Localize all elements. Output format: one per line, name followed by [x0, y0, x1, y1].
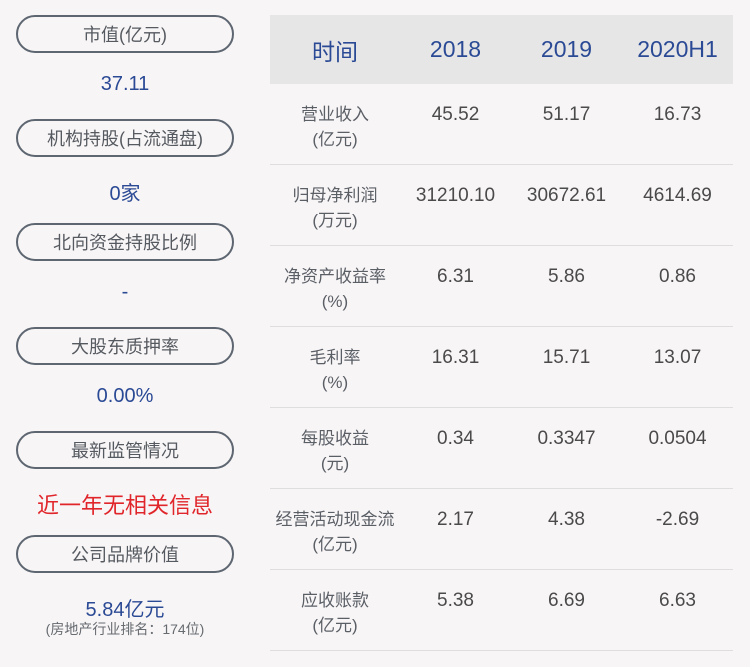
market-cap-label: 市值(亿元) — [16, 15, 234, 53]
institutional-holding-value: 0家 — [109, 183, 141, 205]
institutional-holding-label: 机构持股(占流通盘) — [16, 119, 234, 157]
row-unit: (亿元) — [312, 535, 358, 554]
table-row-eps: 每股收益 (元) 0.34 0.3347 0.0504 — [270, 408, 733, 489]
row-unit: (亿元) — [312, 130, 358, 149]
cell: 13.07 — [653, 347, 702, 368]
cell: 0.86 — [659, 266, 696, 287]
pledge-ratio-value: 0.00% — [96, 385, 154, 407]
cell: 5.38 — [437, 590, 474, 611]
pledge-ratio-label: 大股东质押率 — [16, 327, 234, 365]
row-label: 营业收入 — [301, 105, 369, 124]
regulatory-status-value: 近一年无相关信息 — [36, 493, 213, 518]
row-unit: (%) — [321, 373, 349, 392]
header-period: 时间 — [312, 38, 358, 65]
table-row-gross-margin: 毛利率 (%) 16.31 15.71 13.07 — [270, 327, 733, 408]
row-label: 净资产收益率 — [284, 267, 386, 286]
cell: 5.86 — [548, 266, 585, 287]
regulatory-status-label: 最新监管情况 — [16, 431, 234, 469]
northbound-ratio-value: - — [121, 281, 129, 303]
table-header: 时间 2018 2019 2020H1 — [270, 15, 733, 84]
table-row-receivables: 应收账款 (亿元) 5.38 6.69 6.63 — [270, 570, 733, 651]
cell: 6.63 — [659, 590, 696, 611]
table-row-roe: 净资产收益率 (%) 6.31 5.86 0.86 — [270, 246, 733, 327]
row-unit: (%) — [321, 292, 349, 311]
row-label: 毛利率 — [309, 348, 361, 367]
cell: 2.17 — [437, 509, 474, 530]
header-2018: 2018 — [429, 36, 482, 62]
row-unit: (元) — [320, 454, 350, 473]
northbound-ratio-label: 北向资金持股比例 — [16, 223, 234, 261]
cell: 4.38 — [548, 509, 585, 530]
brand-value-value: 5.84亿元 — [85, 599, 165, 621]
cell: 6.31 — [437, 266, 474, 287]
table-row-revenue: 营业收入 (亿元) 45.52 51.17 16.73 — [270, 84, 733, 165]
cell: -2.69 — [655, 509, 700, 530]
brand-rank-note: (房地产行业排名：174位) — [45, 621, 205, 637]
cell: 6.69 — [548, 590, 585, 611]
row-label: 经营活动现金流 — [275, 510, 395, 529]
cell: 4614.69 — [643, 185, 712, 206]
cell: 16.73 — [653, 104, 702, 125]
cell: 0.0504 — [648, 428, 707, 449]
table-row-operating-cash-flow: 经营活动现金流 (亿元) 2.17 4.38 -2.69 — [270, 489, 733, 570]
cell: 15.71 — [542, 347, 591, 368]
cell: 16.31 — [431, 347, 480, 368]
row-unit: (万元) — [312, 211, 358, 230]
row-label: 归母净利润 — [292, 186, 378, 205]
table-row-net-profit: 归母净利润 (万元) 31210.10 30672.61 4614.69 — [270, 165, 733, 246]
cell: 0.3347 — [537, 428, 596, 449]
cell: 31210.10 — [415, 185, 496, 206]
financial-table: 时间 2018 2019 2020H1 营业收入 (亿元) 45.52 51.17… — [270, 15, 733, 651]
cell: 0.34 — [437, 428, 474, 449]
cell: 45.52 — [431, 104, 480, 125]
row-unit: (亿元) — [312, 616, 358, 635]
header-2020h1: 2020H1 — [637, 36, 718, 62]
row-label: 每股收益 — [301, 429, 369, 448]
market-cap-value: 37.11 — [100, 73, 150, 95]
header-2019: 2019 — [540, 36, 593, 62]
brand-value-label: 公司品牌价值 — [16, 535, 234, 573]
cell: 51.17 — [542, 104, 591, 125]
cell: 30672.61 — [526, 185, 607, 206]
row-label: 应收账款 — [301, 591, 369, 610]
